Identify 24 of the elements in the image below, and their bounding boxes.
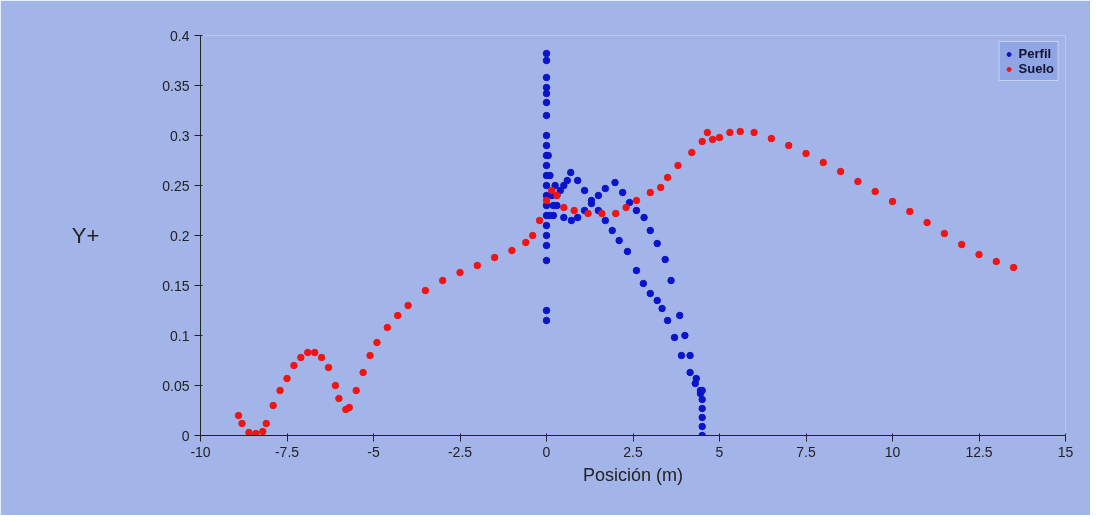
legend-label: Perfil [1018, 46, 1052, 61]
x-tick-label: 10 [884, 443, 901, 460]
x-tick-label: 5 [715, 443, 724, 460]
x-tick-label: 0 [542, 443, 551, 460]
x-tick-label: -2.5 [447, 443, 473, 460]
x-tick-label: 12.5 [965, 443, 993, 460]
x-tick-label: 15 [1057, 443, 1074, 460]
y-tick-label: 0.35 [162, 77, 190, 94]
y-tick-label: 0.25 [162, 177, 190, 194]
x-tick-label: -5 [367, 443, 380, 460]
legend-label: Suelo [1018, 61, 1054, 76]
y-tick-label: 0.4 [170, 27, 190, 44]
y-tick-label: 0.1 [170, 327, 190, 344]
x-axis-title: Posición (m) [582, 464, 684, 485]
x-tick-label: -10 [190, 443, 211, 460]
x-tick-label: 7.5 [796, 443, 816, 460]
x-tick-label: 2.5 [623, 443, 643, 460]
y-tick-label: 0 [181, 427, 190, 444]
y-tick-label: 0.15 [162, 277, 190, 294]
y-tick-label: 0.3 [170, 127, 190, 144]
y-tick-label: 0.05 [162, 377, 190, 394]
y-axis-title: Y+ [71, 223, 100, 248]
y-tick-label: 0.2 [170, 227, 190, 244]
x-tick-label: -7.5 [274, 443, 300, 460]
